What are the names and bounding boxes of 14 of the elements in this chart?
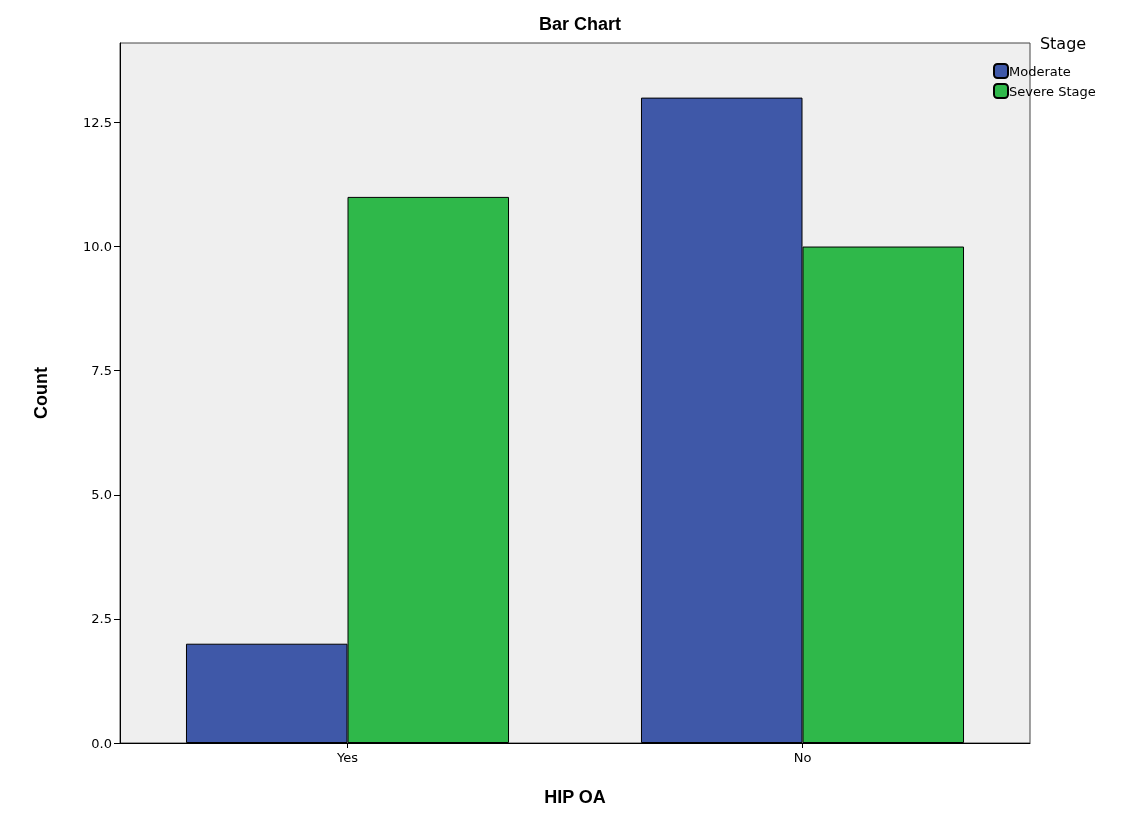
y-tick-label: 2.5: [91, 611, 112, 627]
y-tick-label: 0.0: [91, 735, 112, 751]
y-tick-label: 5.0: [91, 487, 112, 503]
legend-label: Moderate: [1009, 63, 1071, 79]
x-tick-label: Yes: [336, 750, 359, 765]
y-axis-title: Count: [31, 367, 51, 419]
y-tick-label: 12.5: [83, 114, 112, 130]
y-tick-label: 10.0: [83, 239, 112, 255]
legend-title: Stage: [1039, 33, 1087, 53]
x-axis-title: HIP OA: [544, 787, 606, 807]
legend-label: Severe Stage: [1009, 83, 1096, 99]
chart-title: Bar Chart: [538, 14, 622, 34]
x-tick-label: No: [793, 750, 812, 765]
y-tick-label: 7.5: [91, 363, 112, 379]
